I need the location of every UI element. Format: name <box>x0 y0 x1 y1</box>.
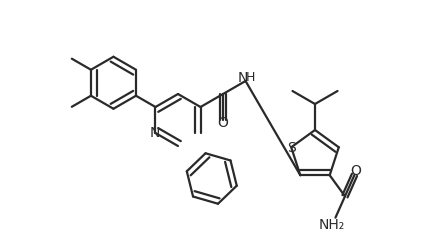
Text: O: O <box>351 164 362 178</box>
Text: S: S <box>287 141 296 155</box>
Text: NH₂: NH₂ <box>319 218 345 232</box>
Text: N: N <box>237 71 248 85</box>
Text: O: O <box>217 116 228 130</box>
Text: N: N <box>149 126 160 140</box>
Text: H: H <box>246 72 256 84</box>
